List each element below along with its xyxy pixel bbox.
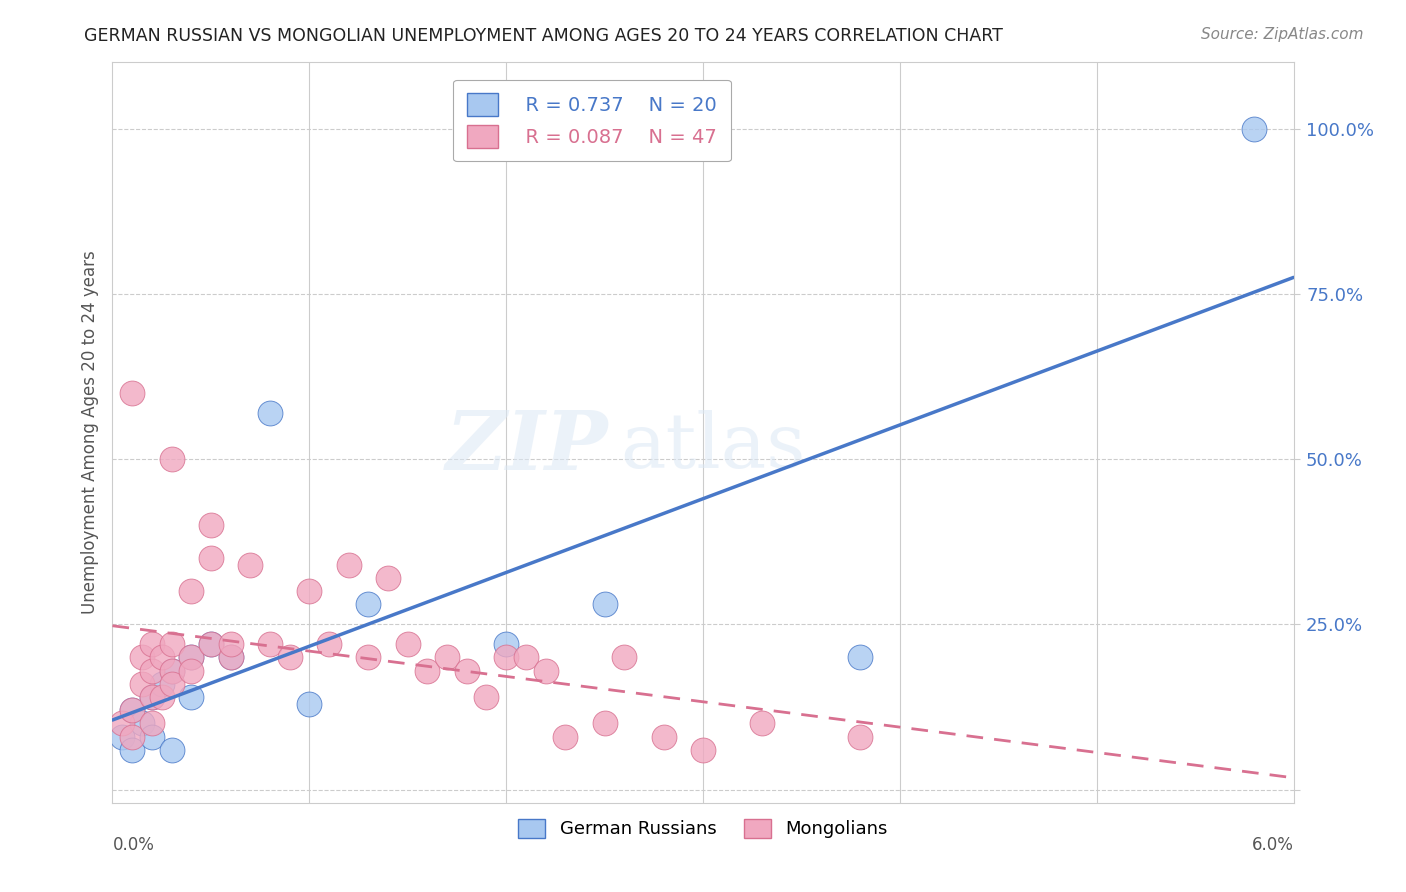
Point (239, 558, 262, 572)
Point (396, 637, 419, 651)
Point (160, 452, 183, 467)
Point (141, 664, 163, 678)
Point (495, 637, 517, 651)
Point (180, 664, 202, 678)
Point (436, 650, 458, 665)
Text: atlas: atlas (620, 410, 806, 484)
Point (298, 584, 321, 599)
Point (121, 386, 143, 401)
Point (259, 406, 281, 420)
Point (377, 571, 399, 585)
Point (131, 677, 153, 691)
Text: 6.0%: 6.0% (1251, 836, 1294, 855)
Point (751, 716, 773, 731)
Point (613, 650, 636, 665)
Point (141, 690, 163, 704)
Point (219, 637, 242, 651)
Point (141, 637, 163, 651)
Point (219, 650, 242, 665)
Point (357, 598, 380, 612)
Point (278, 650, 301, 665)
Point (141, 716, 163, 731)
Point (180, 650, 202, 665)
Text: 0.0%: 0.0% (112, 836, 155, 855)
Point (131, 650, 153, 665)
Point (160, 664, 183, 678)
Point (534, 664, 557, 678)
Point (593, 716, 616, 731)
Point (692, 743, 714, 757)
Point (131, 716, 153, 731)
Point (121, 703, 143, 717)
Point (141, 690, 163, 704)
Point (180, 650, 202, 665)
Point (111, 716, 134, 731)
Point (160, 743, 183, 757)
Legend: German Russians, Mongolians: German Russians, Mongolians (512, 812, 894, 846)
Point (141, 730, 163, 744)
Text: Source: ZipAtlas.com: Source: ZipAtlas.com (1201, 27, 1364, 42)
Point (160, 664, 183, 678)
Point (318, 637, 340, 651)
Point (475, 690, 498, 704)
Point (150, 677, 173, 691)
Point (337, 558, 360, 572)
Point (200, 551, 222, 566)
Point (160, 677, 183, 691)
Point (515, 650, 537, 665)
Point (1243, 121, 1265, 136)
Point (200, 637, 222, 651)
Point (298, 697, 321, 711)
Point (150, 650, 173, 665)
Point (357, 650, 380, 665)
Point (495, 650, 517, 665)
Point (150, 690, 173, 704)
Point (200, 518, 222, 533)
Point (111, 730, 134, 744)
Point (849, 650, 872, 665)
Point (849, 730, 872, 744)
Point (593, 598, 616, 612)
Point (180, 690, 202, 704)
Text: ZIP: ZIP (446, 408, 609, 487)
Point (219, 650, 242, 665)
Text: GERMAN RUSSIAN VS MONGOLIAN UNEMPLOYMENT AMONG AGES 20 TO 24 YEARS CORRELATION C: GERMAN RUSSIAN VS MONGOLIAN UNEMPLOYMENT… (84, 27, 1004, 45)
Point (554, 730, 576, 744)
Point (180, 584, 202, 599)
Point (456, 664, 478, 678)
Point (121, 743, 143, 757)
Point (121, 703, 143, 717)
Point (200, 637, 222, 651)
Point (652, 730, 675, 744)
Point (121, 730, 143, 744)
Point (160, 637, 183, 651)
Point (416, 664, 439, 678)
Point (259, 637, 281, 651)
Y-axis label: Unemployment Among Ages 20 to 24 years: Unemployment Among Ages 20 to 24 years (80, 251, 98, 615)
